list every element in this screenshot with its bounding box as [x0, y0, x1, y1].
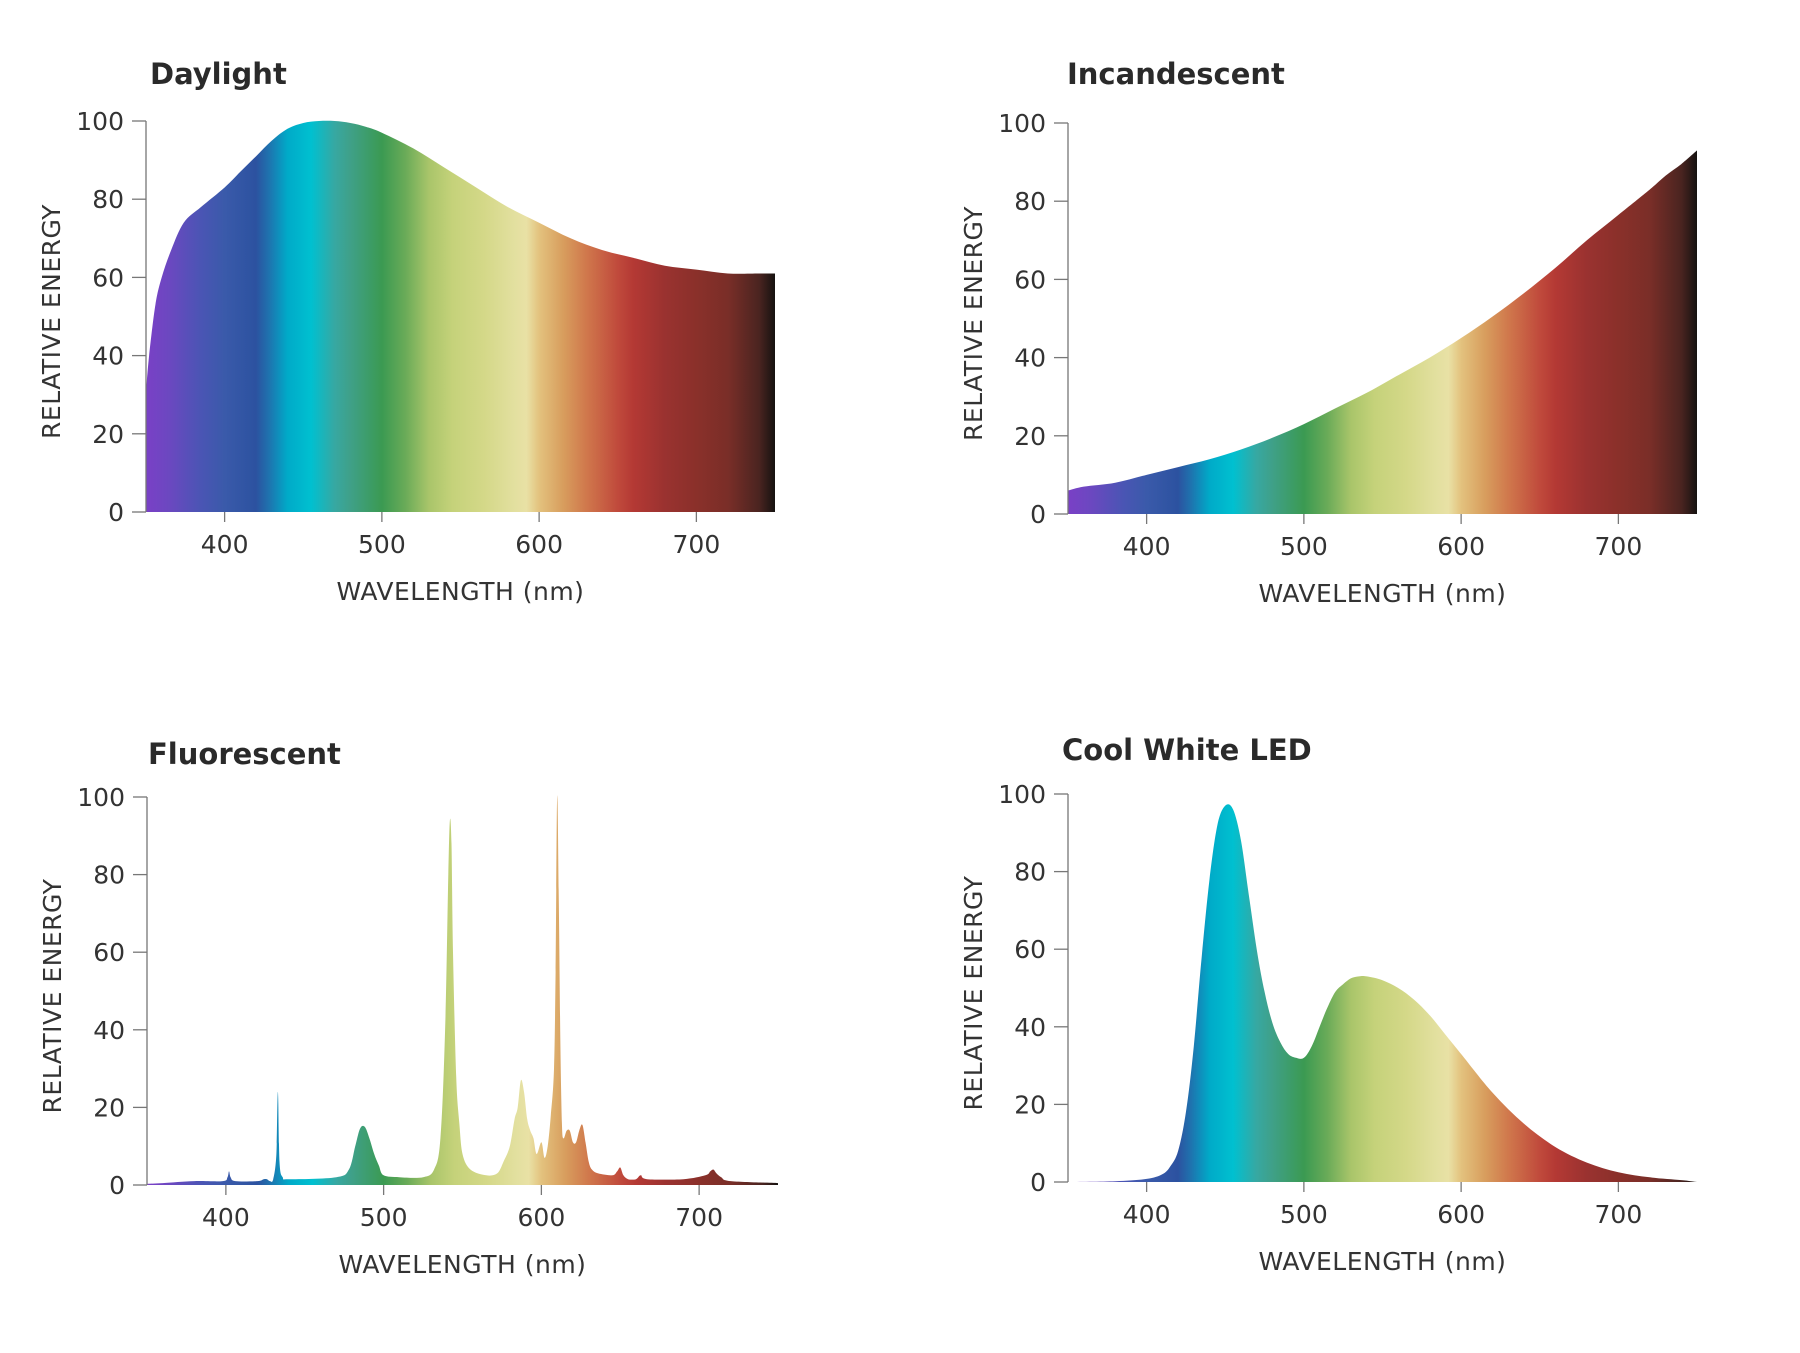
- y-tick-label: 100: [77, 783, 125, 812]
- y-tick-label: 80: [1014, 187, 1046, 216]
- x-tick-label: 600: [1437, 1200, 1485, 1229]
- x-tick-label: 700: [673, 530, 721, 559]
- y-tick-label: 80: [92, 185, 124, 214]
- x-tick-label: 600: [1437, 532, 1485, 561]
- y-axis-label: RELATIVE ENERGY: [959, 206, 988, 441]
- y-tick-label: 0: [1030, 1168, 1046, 1197]
- x-tick-label: 400: [201, 530, 249, 559]
- y-tick-label: 60: [1014, 265, 1046, 294]
- x-axis-label: WAVELENGTH (nm): [1259, 579, 1507, 608]
- y-tick-label: 100: [998, 780, 1046, 809]
- spectrum-area: [1068, 804, 1697, 1182]
- x-tick-label: 700: [1595, 532, 1643, 561]
- chart-daylight: Daylight 0 20 40 60 80 100 400 500 600 700 WAVELENG…: [37, 57, 775, 606]
- y-tick-label: 60: [1014, 935, 1046, 964]
- y-tick-label: 60: [92, 263, 124, 292]
- y-tick-label: 20: [1014, 1090, 1046, 1119]
- x-tick-label: 600: [518, 1203, 566, 1232]
- y-tick-label: 80: [93, 861, 125, 890]
- y-tick-label: 20: [93, 1093, 125, 1122]
- x-tick-label: 500: [1280, 532, 1328, 561]
- chart-title: Daylight: [150, 57, 287, 91]
- y-tick-label: 100: [76, 107, 124, 136]
- spectrum-area: [146, 120, 775, 512]
- y-tick-label: 20: [1014, 422, 1046, 451]
- y-tick-label: 40: [1014, 344, 1046, 373]
- y-axis-label: RELATIVE ENERGY: [38, 878, 67, 1113]
- x-tick-label: 500: [1280, 1200, 1328, 1229]
- y-tick-label: 40: [1014, 1013, 1046, 1042]
- y-tick-label: 0: [1030, 500, 1046, 529]
- y-axis-label: RELATIVE ENERGY: [959, 875, 988, 1110]
- y-tick-label: 20: [92, 420, 124, 449]
- chart-title: Cool White LED: [1062, 733, 1312, 767]
- chart-fluorescent: Fluorescent 0 20 40 60 80 100 400 500 600 700 WAVEL…: [38, 737, 778, 1279]
- y-tick-label: 100: [998, 109, 1046, 138]
- y-tick-label: 0: [108, 498, 124, 527]
- x-tick-label: 400: [202, 1203, 250, 1232]
- x-tick-label: 500: [360, 1203, 408, 1232]
- x-tick-label: 600: [515, 530, 563, 559]
- x-tick-label: 700: [675, 1203, 723, 1232]
- x-axis-label: WAVELENGTH (nm): [337, 577, 585, 606]
- x-tick-label: 500: [358, 530, 406, 559]
- chart-title: Incandescent: [1067, 57, 1285, 91]
- chart-incandescent: Incandescent 0 20 40 60 80 100 400 500 600 700 WAVE…: [959, 57, 1697, 608]
- x-axis-label: WAVELENGTH (nm): [1259, 1247, 1507, 1276]
- x-tick-label: 400: [1123, 532, 1171, 561]
- x-tick-label: 400: [1123, 1200, 1171, 1229]
- y-tick-label: 60: [93, 938, 125, 967]
- spectrum-area: [147, 795, 778, 1185]
- y-tick-label: 40: [93, 1016, 125, 1045]
- y-tick-label: 40: [92, 342, 124, 371]
- y-tick-label: 80: [1014, 858, 1046, 887]
- x-tick-label: 700: [1595, 1200, 1643, 1229]
- spectrum-area: [1068, 150, 1697, 514]
- y-axis-label: RELATIVE ENERGY: [37, 204, 66, 439]
- chart-title: Fluorescent: [148, 737, 341, 771]
- chart-cool-white-led: Cool White LED 0 20 40 60 80 100 400 500 600 700 WA…: [959, 733, 1697, 1276]
- x-axis-label: WAVELENGTH (nm): [339, 1250, 587, 1279]
- y-tick-label: 0: [109, 1171, 125, 1200]
